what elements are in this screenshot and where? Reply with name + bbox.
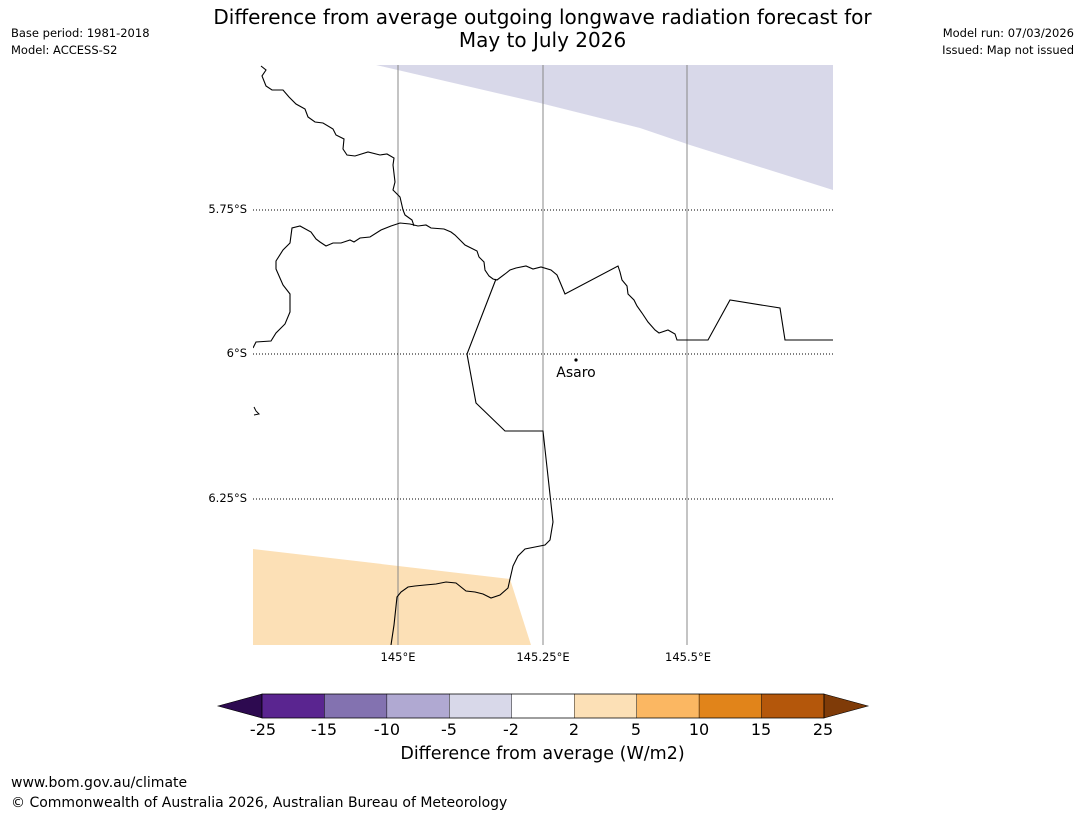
- map-title-line2: May to July 2026: [458, 28, 627, 52]
- base-period-text: Base period: 1981-2018: [11, 26, 150, 40]
- longitude-label-145: 145°E: [380, 650, 416, 664]
- colorbar-tick: 15: [750, 720, 772, 739]
- colorbar-tick: 10: [688, 720, 710, 739]
- shading-positive-region: [253, 549, 531, 645]
- colorbar-outline: [261, 693, 825, 719]
- colorbar-tick: 25: [812, 720, 834, 739]
- latitude-label-5-75: 5.75°S: [208, 202, 247, 216]
- footer-url: www.bom.gov.au/climate: [11, 775, 188, 791]
- colorbar-segment: [761, 693, 825, 719]
- model-text: Model: ACCESS-S2: [11, 43, 118, 57]
- asaro-location-marker: [574, 358, 578, 362]
- colorbar-tick: -2: [503, 720, 519, 739]
- latitude-label-6: 6°S: [226, 346, 247, 360]
- colorbar-segment: [636, 693, 700, 719]
- issued-text: Issued: Map not issued: [942, 43, 1074, 57]
- colorbar-under-arrow: [216, 693, 263, 719]
- colorbar-segments: [261, 693, 825, 719]
- colorbar-tick: -25: [249, 720, 277, 739]
- colorbar-tick: -15: [310, 720, 338, 739]
- asaro-label: Asaro: [556, 365, 596, 381]
- colorbar-tick: -10: [373, 720, 401, 739]
- metadata-right: Model run: 07/03/2026 Issued: Map not is…: [942, 25, 1074, 59]
- colorbar-segment: [324, 693, 388, 719]
- colorbar-segment: [261, 693, 325, 719]
- colorbar-segment: [386, 693, 450, 719]
- colorbar-over-arrow: [823, 693, 870, 719]
- shading-negative-region: [376, 65, 833, 190]
- latitude-label-6-25: 6.25°S: [208, 491, 247, 505]
- colorbar-segment: [574, 693, 637, 719]
- colorbar-tick: 2: [568, 720, 580, 739]
- boundary-central: [253, 222, 833, 349]
- colorbar-tick: -5: [441, 720, 457, 739]
- boundary-southern: [390, 278, 554, 645]
- footer-copyright: © Commonwealth of Australia 2026, Austra…: [11, 795, 508, 811]
- boundary-fragment: [253, 406, 261, 416]
- model-run-text: Model run: 07/03/2026: [942, 26, 1074, 40]
- longitude-label-145-25: 145.25°E: [516, 650, 570, 664]
- colorbar-segment: [449, 693, 512, 719]
- map-title: Difference from average outgoing longwav…: [0, 6, 1085, 52]
- longitude-label-145-5: 145.5°E: [665, 650, 711, 664]
- colorbar-tick: 5: [630, 720, 642, 739]
- metadata-left: Base period: 1981-2018 Model: ACCESS-S2: [11, 25, 150, 59]
- map-title-line1: Difference from average outgoing longwav…: [213, 5, 872, 29]
- colorbar-label: Difference from average (W/m2): [400, 744, 685, 764]
- colorbar-segment: [511, 693, 575, 719]
- map-area: [253, 65, 833, 645]
- colorbar-segment: [698, 693, 762, 719]
- boundary-northwest: [260, 65, 415, 227]
- colorbar: [216, 693, 870, 719]
